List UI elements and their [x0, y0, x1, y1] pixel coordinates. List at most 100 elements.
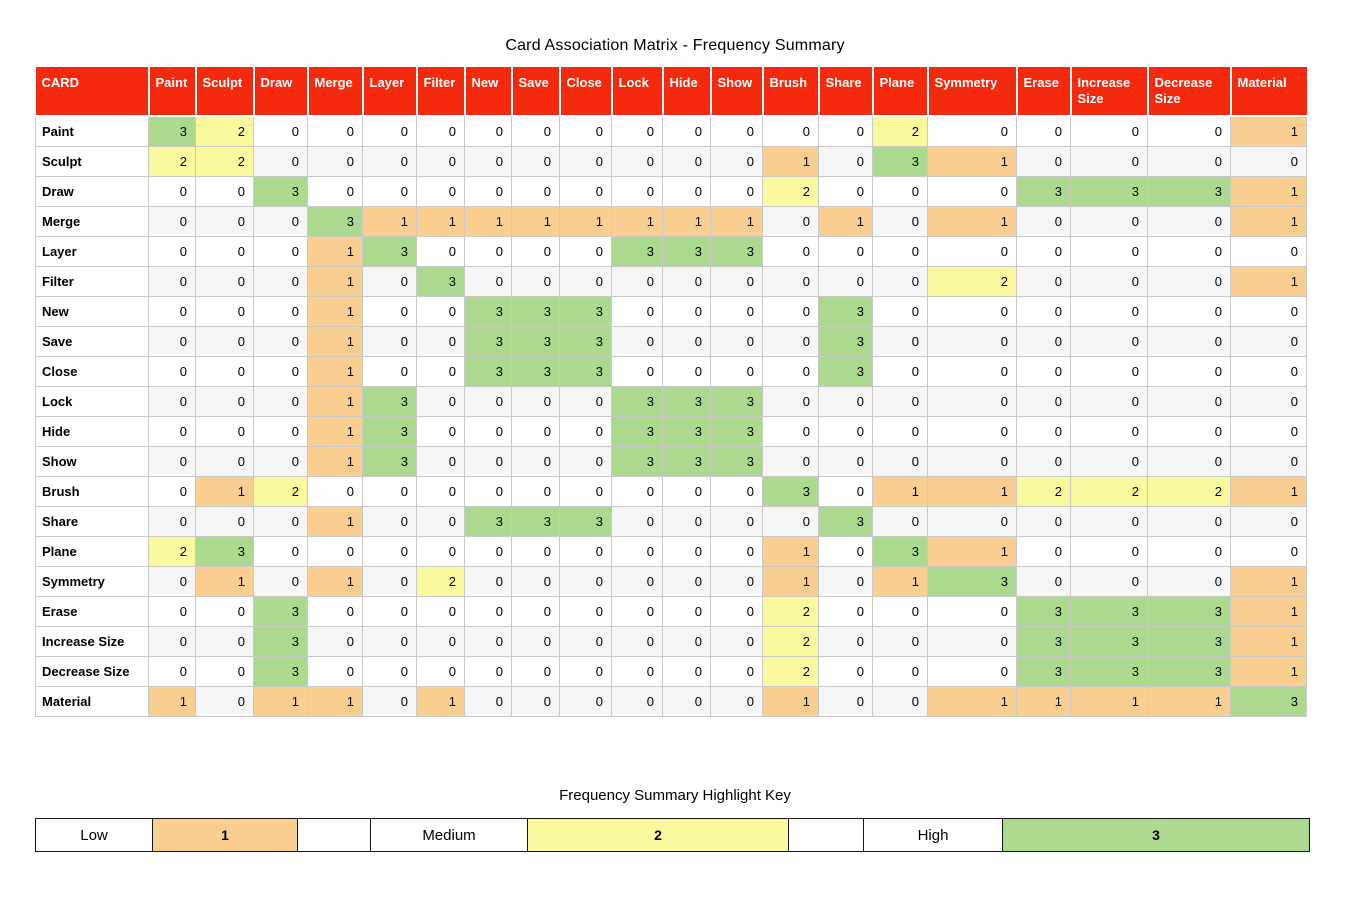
matrix-cell: 0	[464, 385, 512, 417]
matrix-cell: 0	[762, 445, 819, 477]
matrix-cell: 0	[253, 355, 308, 387]
matrix-cell: 3	[872, 145, 928, 177]
matrix-cell: 0	[559, 685, 612, 717]
matrix-row: Symmetry 0 1 0 1 0 2 0 0 0 0 0 0 1 0 1 3 0 0 0 1	[35, 565, 1307, 597]
matrix-cell: 3	[1016, 625, 1071, 657]
row-label: Share	[35, 505, 149, 537]
legend-spacer	[297, 818, 371, 852]
matrix-cell: 0	[1230, 445, 1307, 477]
column-header: Decrease Size	[1146, 65, 1232, 117]
matrix-cell: 3	[416, 265, 465, 297]
matrix-cell: 0	[1147, 355, 1231, 387]
legend-swatch-high: 3	[1002, 818, 1310, 852]
matrix-cell: 1	[762, 145, 819, 177]
matrix-cell: 0	[195, 235, 254, 267]
matrix-cell: 0	[1147, 535, 1231, 567]
matrix-cell: 0	[611, 295, 663, 327]
matrix-row: Filter 0 0 0 1 0 3 0 0 0 0 0 0 0 0 0 2 0 0 0 1	[35, 265, 1307, 297]
matrix-cell: 0	[148, 415, 196, 447]
matrix-cell: 0	[1070, 205, 1148, 237]
matrix-cell: 0	[148, 205, 196, 237]
matrix-cell: 0	[511, 445, 560, 477]
matrix-cell: 0	[818, 685, 873, 717]
matrix-cell: 0	[710, 535, 763, 567]
matrix-cell: 1	[307, 355, 363, 387]
matrix-cell: 0	[511, 415, 560, 447]
matrix-cell: 0	[872, 445, 928, 477]
matrix-cell: 0	[611, 115, 663, 147]
row-label: Paint	[35, 115, 149, 147]
row-label: Layer	[35, 235, 149, 267]
matrix-cell: 0	[416, 385, 465, 417]
matrix-cell: 0	[872, 265, 928, 297]
matrix-cell: 3	[872, 535, 928, 567]
matrix-cell: 0	[464, 445, 512, 477]
matrix-cell: 1	[307, 445, 363, 477]
matrix-cell: 3	[1230, 685, 1307, 717]
matrix-cell: 0	[662, 295, 711, 327]
matrix-cell: 0	[559, 625, 612, 657]
matrix-cell: 2	[927, 265, 1017, 297]
row-label: Symmetry	[35, 565, 149, 597]
matrix-cell: 3	[195, 535, 254, 567]
matrix-cell: 0	[1070, 445, 1148, 477]
matrix-cell: 1	[872, 565, 928, 597]
matrix-cell: 0	[416, 655, 465, 687]
matrix-cell: 0	[195, 355, 254, 387]
matrix-cell: 0	[1230, 235, 1307, 267]
matrix-cell: 0	[710, 175, 763, 207]
matrix-row: Plane 2 3 0 0 0 0 0 0 0 0 0 0 1 0 3 1 0 0 0 0	[35, 535, 1307, 567]
matrix-cell: 0	[1230, 415, 1307, 447]
legend-title: Frequency Summary Highlight Key	[559, 787, 791, 804]
matrix-cell: 0	[762, 355, 819, 387]
matrix-cell: 0	[1070, 535, 1148, 567]
matrix-cell: 3	[818, 355, 873, 387]
matrix-cell: 1	[1230, 175, 1307, 207]
matrix-cell: 2	[762, 625, 819, 657]
column-header: Hide	[661, 65, 712, 117]
matrix-cell: 0	[927, 445, 1017, 477]
matrix-cell: 3	[362, 415, 417, 447]
matrix-cell: 0	[1016, 535, 1071, 567]
matrix-cell: 0	[818, 115, 873, 147]
matrix-cell: 0	[307, 115, 363, 147]
matrix-row: Share 0 0 0 1 0 0 3 3 3 0 0 0 0 3 0 0 0 0 0 0	[35, 505, 1307, 537]
matrix-cell: 0	[1070, 295, 1148, 327]
column-header: Plane	[871, 65, 929, 117]
matrix-cell: 1	[1230, 205, 1307, 237]
matrix-cell: 0	[464, 625, 512, 657]
matrix-cell: 0	[1016, 235, 1071, 267]
matrix-cell: 3	[927, 565, 1017, 597]
matrix-cell: 0	[253, 235, 308, 267]
matrix-cell: 0	[148, 445, 196, 477]
matrix-cell: 0	[362, 625, 417, 657]
matrix-cell: 0	[1147, 145, 1231, 177]
matrix-cell: 0	[195, 445, 254, 477]
matrix-cell: 0	[662, 115, 711, 147]
matrix-cell: 1	[611, 205, 663, 237]
matrix-cell: 0	[818, 235, 873, 267]
matrix-cell: 0	[1147, 325, 1231, 357]
matrix-cell: 1	[464, 205, 512, 237]
matrix-cell: 2	[1147, 475, 1231, 507]
matrix-cell: 1	[253, 685, 308, 717]
matrix-cell: 0	[362, 265, 417, 297]
matrix-cell: 0	[195, 595, 254, 627]
column-header: Layer	[361, 65, 418, 117]
matrix-cell: 3	[1147, 595, 1231, 627]
matrix-cell: 3	[710, 445, 763, 477]
matrix-cell: 3	[662, 415, 711, 447]
matrix-row: New 0 0 0 1 0 0 3 3 3 0 0 0 0 3 0 0 0 0 0 0	[35, 295, 1307, 327]
matrix-cell: 0	[762, 205, 819, 237]
matrix-cell: 3	[662, 445, 711, 477]
matrix-cell: 3	[662, 385, 711, 417]
matrix-row: Draw 0 0 3 0 0 0 0 0 0 0 0 0 2 0 0 0 3 3 3 1	[35, 175, 1307, 207]
matrix-cell: 0	[1016, 325, 1071, 357]
row-label: Save	[35, 325, 149, 357]
matrix-cell: 0	[1230, 325, 1307, 357]
matrix-cell: 0	[762, 265, 819, 297]
matrix-cell: 0	[307, 475, 363, 507]
legend-label-high: High	[863, 818, 1003, 852]
matrix-cell: 3	[148, 115, 196, 147]
matrix-cell: 0	[511, 595, 560, 627]
